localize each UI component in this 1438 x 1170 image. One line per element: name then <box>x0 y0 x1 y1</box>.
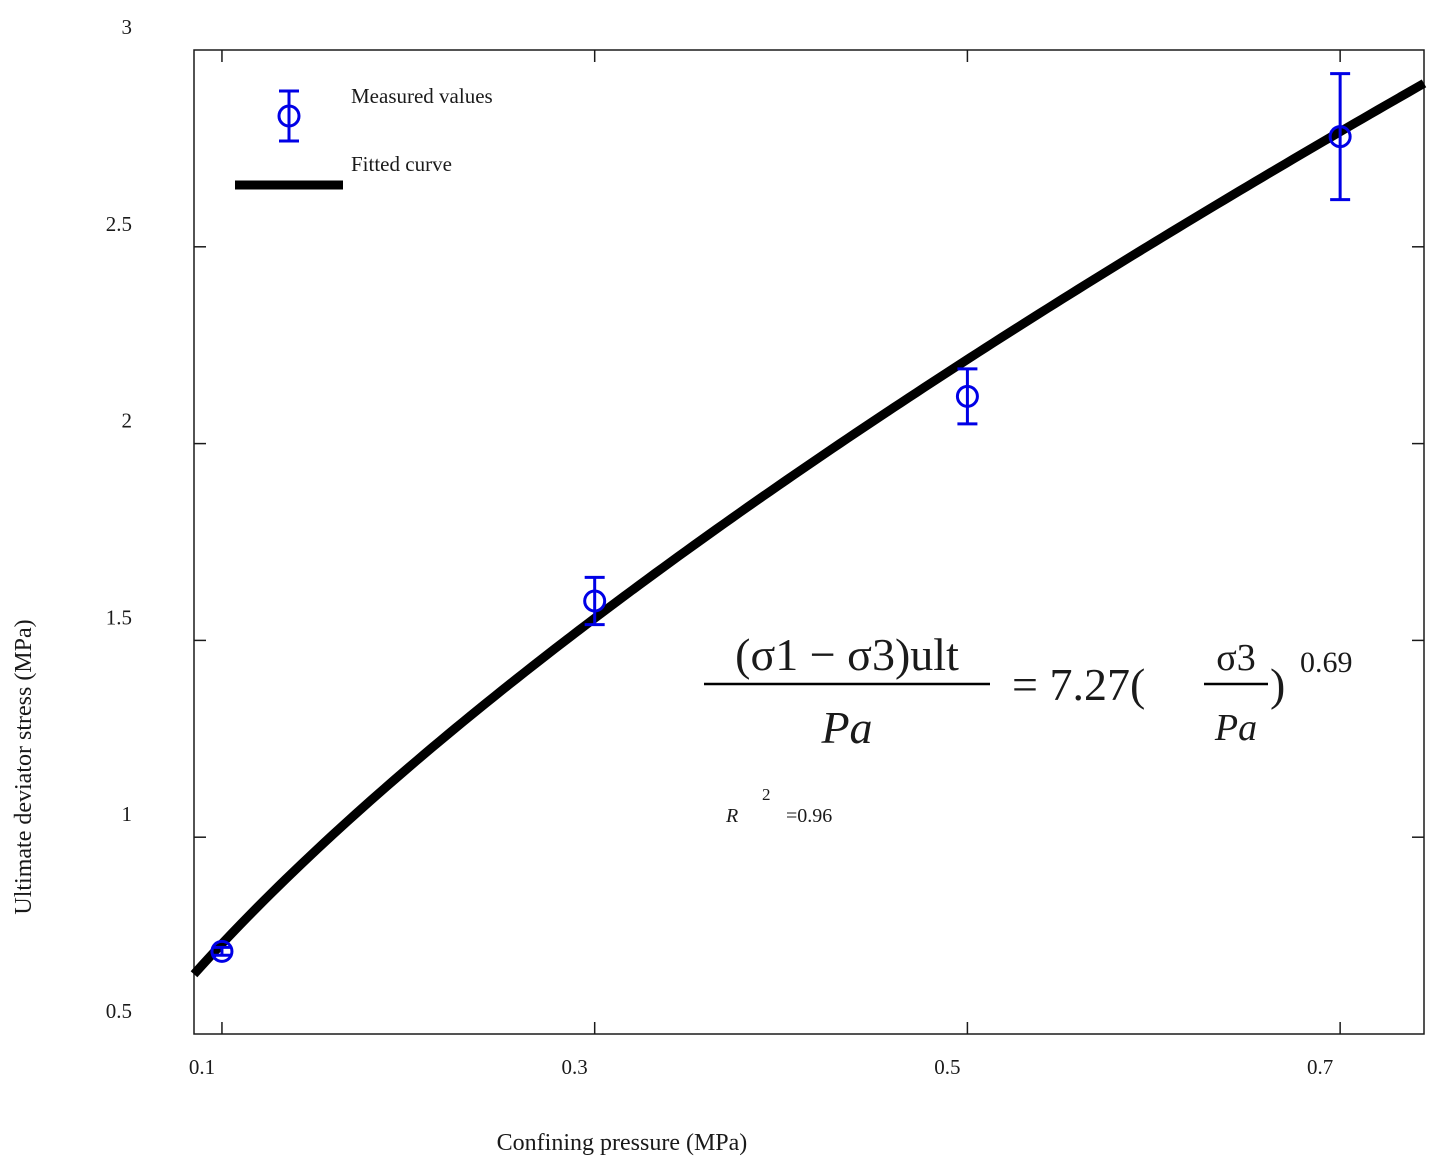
x-axis-label: Confining pressure (MPa) <box>497 1130 748 1156</box>
equation-rhs-numerator: σ3 <box>1216 637 1255 679</box>
point-marker <box>1328 125 1352 149</box>
y-axis-label: Ultimate deviator stress (MPa) <box>11 619 37 914</box>
legend-label-fitted: Fitted curve <box>351 152 452 176</box>
r-squared-power: 2 <box>762 785 771 804</box>
x-tick-label: 0.3 <box>562 1055 588 1079</box>
axis-tick-labels: 0.1 0.3 0.5 0.7 0.5 1 1.5 2 2.5 3 <box>106 15 1334 1079</box>
legend-label-measured: Measured values <box>351 84 493 108</box>
axis-ticks <box>194 50 1424 1034</box>
equation-denominator: Pa <box>820 702 872 753</box>
fit-equation: (σ1 − σ3)ult Pa = 7.27( σ3 Pa ) 0.69 <box>704 629 1353 753</box>
equation-rhs-denominator: Pa <box>1214 707 1257 749</box>
equation-rhs-coefficient: = 7.27( <box>1012 659 1145 710</box>
equation-numerator: (σ1 − σ3)ult <box>735 629 959 680</box>
point-marker <box>210 939 234 963</box>
point-marker <box>955 384 979 408</box>
fitted-curve <box>190 79 1427 978</box>
y-tick-label: 1 <box>122 802 133 826</box>
legend-marker-measured <box>277 89 301 143</box>
plot-frame <box>193 49 1425 1035</box>
x-tick-label: 0.7 <box>1307 1055 1333 1079</box>
y-tick-label: 2 <box>122 409 133 433</box>
measured-point <box>210 939 234 963</box>
measured-point <box>955 367 979 426</box>
legend: Measured values Fitted curve <box>235 84 493 190</box>
r-squared: R 2 =0.96 <box>725 785 832 827</box>
y-tick-label: 3 <box>122 15 133 39</box>
measured-points <box>210 72 1352 963</box>
x-tick-label: 0.5 <box>934 1055 960 1079</box>
point-marker <box>583 589 607 613</box>
y-tick-label: 2.5 <box>106 212 132 236</box>
equation-exponent: 0.69 <box>1300 646 1353 679</box>
y-tick-label: 1.5 <box>106 605 132 629</box>
equation-rhs-close: ) <box>1270 659 1285 710</box>
r-squared-symbol: R <box>725 805 738 827</box>
measured-point <box>583 575 607 627</box>
r-squared-value: =0.96 <box>786 805 832 827</box>
y-tick-label: 0.5 <box>106 999 132 1023</box>
measured-point <box>1328 72 1352 202</box>
x-tick-label: 0.1 <box>189 1055 215 1079</box>
